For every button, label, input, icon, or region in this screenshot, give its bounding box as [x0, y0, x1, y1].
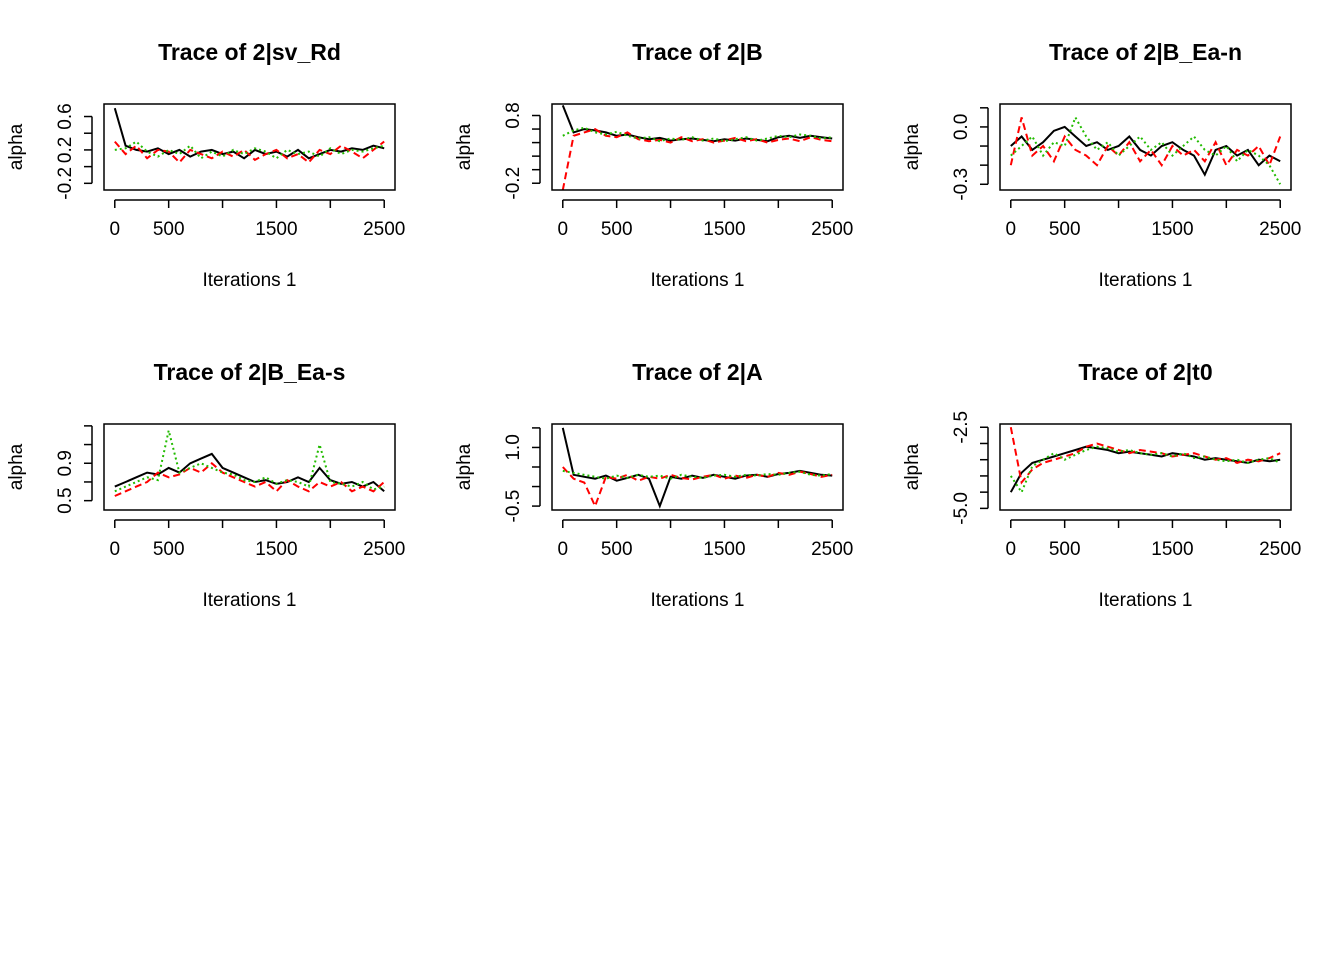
y-axis-label: alpha [6, 443, 27, 490]
chart-title: Trace of 2|t0 [1078, 359, 1212, 385]
trace-line [561, 128, 833, 191]
plot-box [103, 103, 396, 191]
y-tick-label: 0.5 [55, 487, 76, 513]
y-axis-label: alpha [902, 123, 923, 170]
x-tick-label: 2500 [363, 539, 405, 560]
trace-line [114, 461, 385, 497]
x-tick-label: 1500 [703, 539, 745, 560]
x-tick-label: 2500 [811, 219, 853, 240]
y-tick-label: -0.5 [503, 490, 524, 523]
x-tick-label: 1500 [1151, 539, 1193, 560]
y-tick-label: 1.0 [503, 434, 524, 460]
trace-line [1010, 115, 1282, 185]
x-tick-label: 1500 [255, 219, 297, 240]
x-tick-label: 2500 [1259, 539, 1301, 560]
trace-line [562, 466, 833, 509]
x-tick-label: 500 [1049, 219, 1081, 240]
x-tick-label: 1500 [703, 219, 745, 240]
x-tick-label: 500 [601, 539, 633, 560]
trace-line [114, 430, 385, 493]
plot-box [999, 423, 1292, 511]
plot-box [103, 423, 396, 511]
y-axis-label: alpha [454, 443, 475, 490]
trace-line [114, 140, 385, 164]
y-tick-label: -5.0 [951, 492, 972, 525]
y-tick-label: 0.2 [55, 137, 76, 163]
x-tick-label: 0 [1005, 539, 1016, 560]
x-axis-label: Iterations 1 [1099, 270, 1193, 291]
x-axis-label: Iterations 1 [651, 270, 745, 291]
y-tick-label: -0.3 [951, 168, 972, 201]
trace-line [1009, 445, 1281, 495]
y-tick-label: 0.6 [55, 103, 76, 129]
x-axis-label: Iterations 1 [203, 270, 297, 291]
plot-box [551, 423, 844, 511]
plot-box [999, 103, 1292, 191]
trace-line [561, 105, 833, 143]
chart-title: Trace of 2|B [632, 39, 762, 65]
chart-title: Trace of 2|A [632, 359, 762, 385]
x-tick-label: 2500 [363, 219, 405, 240]
x-tick-label: 500 [1049, 539, 1081, 560]
y-axis-label: alpha [454, 123, 475, 170]
y-tick-label: -2.5 [951, 411, 972, 444]
x-tick-label: 500 [153, 219, 185, 240]
plot-box [551, 103, 844, 191]
trace-line [562, 126, 833, 143]
y-tick-label: -0.2 [55, 167, 76, 200]
trace-line [562, 469, 833, 480]
chart-title: Trace of 2|B_Ea-s [154, 359, 346, 385]
trace-line [1010, 125, 1281, 177]
chart-title: Trace of 2|B_Ea-n [1049, 39, 1242, 65]
trace-line [114, 452, 385, 493]
x-axis-label: Iterations 1 [651, 590, 745, 611]
y-tick-label: -0.2 [503, 167, 524, 200]
x-tick-label: 0 [109, 539, 120, 560]
x-axis-label: Iterations 1 [203, 590, 297, 611]
x-axis-label: Iterations 1 [1099, 590, 1193, 611]
y-tick-label: 0.8 [503, 102, 524, 128]
x-tick-label: 0 [557, 539, 568, 560]
trace-line [561, 427, 833, 509]
y-axis-label: alpha [6, 123, 27, 170]
y-axis-label: alpha [902, 443, 923, 490]
x-tick-label: 2500 [811, 539, 853, 560]
x-tick-label: 0 [557, 219, 568, 240]
trace-line [114, 140, 385, 160]
y-tick-label: 0.0 [951, 114, 972, 140]
x-tick-label: 500 [153, 539, 185, 560]
x-tick-label: 0 [109, 219, 120, 240]
x-tick-label: 1500 [1151, 219, 1193, 240]
x-tick-label: 0 [1005, 219, 1016, 240]
chart-title: Trace of 2|sv_Rd [158, 39, 341, 65]
x-tick-label: 500 [601, 219, 633, 240]
y-tick-label: 0.9 [55, 450, 76, 476]
x-tick-label: 2500 [1259, 219, 1301, 240]
trace-line [1009, 117, 1282, 168]
trace-line [1009, 427, 1281, 485]
x-tick-label: 1500 [255, 539, 297, 560]
